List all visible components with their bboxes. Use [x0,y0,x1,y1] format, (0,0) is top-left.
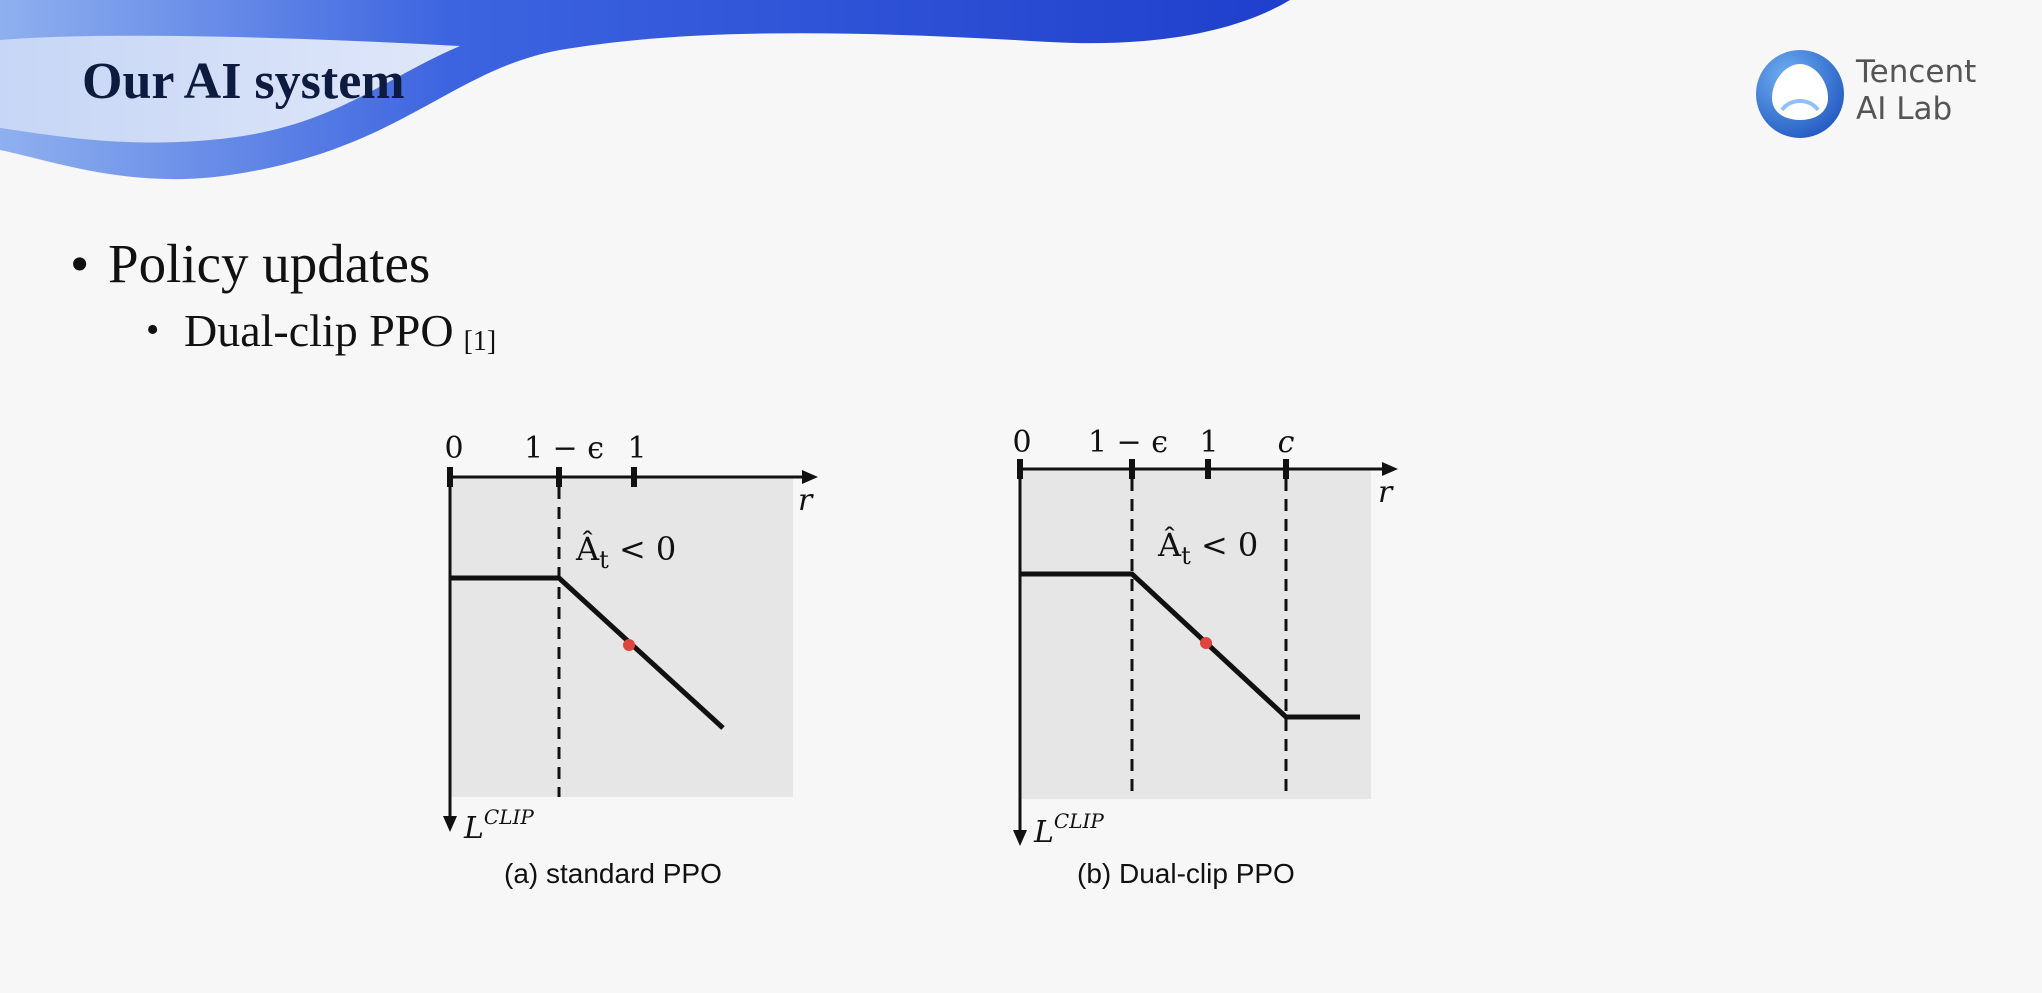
tick-label-0: 0 [1012,425,1031,460]
logo-line-1: Tencent [1856,54,1977,90]
tick-label-1-minus-epsilon: 1 − ϵ [1088,425,1168,460]
tick-label-1-minus-epsilon: 1 − ϵ [524,431,604,466]
caption-standard-ppo: (a) standard PPO [504,858,722,889]
x-axis-label: r [1378,475,1394,510]
x-axis-arrowhead [1382,462,1398,476]
advantage-condition-label: Ât < 0 [1157,526,1258,570]
clip-objective-curve [450,575,725,730]
bullet-text: Policy updates [108,233,431,294]
y-axis-arrowhead [443,816,457,832]
tencent-ai-lab-logo-icon [1756,50,1844,138]
logo-text: Tencent AI Lab [1856,54,1976,128]
y-axis-label: LCLIP [1033,809,1104,850]
citation: [1] [463,326,497,357]
y-axis-arrowhead [1013,830,1027,846]
header-wave [0,0,1290,180]
bullet-dual-clip-ppo: • Dual-clip PPO [1] [146,308,496,356]
logo-line-2: AI Lab [1856,91,1953,127]
y-axis-label: LCLIP [463,805,534,846]
bullet-policy-updates: • Policy updates [70,236,430,291]
current-point-marker [1200,637,1212,649]
tick-label-1: 1 [627,431,646,466]
tick-label-c: c [1278,425,1295,460]
bullet-dot: • [70,233,90,294]
x-axis-arrowhead [802,470,818,484]
advantage-condition-label: Ât < 0 [575,530,676,574]
current-point-marker [623,639,635,651]
slide-title: Our AI system [82,53,405,110]
tick-label-0: 0 [444,431,463,466]
x-axis-label: r [798,483,814,518]
tick-label-1: 1 [1199,425,1218,460]
bullet-text: Dual-clip PPO [184,305,454,356]
caption-dual-clip-ppo: (b) Dual-clip PPO [1077,858,1295,889]
bullet-dot: • [146,309,160,351]
